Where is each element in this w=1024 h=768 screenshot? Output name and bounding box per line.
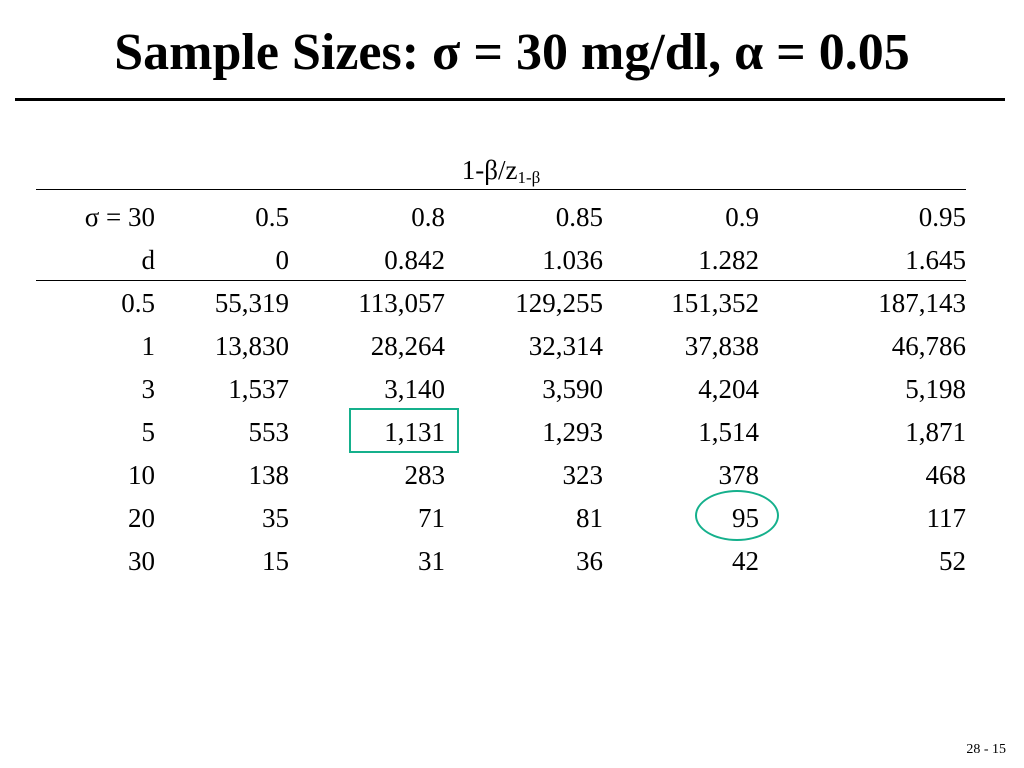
row-label-cell: 0.5 bbox=[121, 288, 155, 318]
table-cell: 117 bbox=[926, 503, 967, 533]
table-cell: 15 bbox=[262, 546, 289, 576]
power-header-main: 1-β/z bbox=[461, 155, 518, 185]
table-cell: 37,838 bbox=[684, 331, 759, 361]
table-header-row: d 0 0.842 1.036 1.282 1.645 bbox=[0, 239, 1024, 281]
table-row: 5 553 1,131 1,293 1,514 1,871 bbox=[0, 411, 1024, 453]
table-cell: 129,255 bbox=[515, 288, 603, 318]
table-cell: 28,264 bbox=[370, 331, 445, 361]
table-header-row: σ = 30 0.5 0.8 0.85 0.9 0.95 bbox=[0, 196, 1024, 238]
table-cell: 55,319 bbox=[214, 288, 289, 318]
table-cell: 138 bbox=[248, 460, 290, 490]
table-cell: 0 bbox=[275, 245, 290, 275]
table-cell: 36 bbox=[576, 546, 603, 576]
table-cell: 35 bbox=[262, 503, 289, 533]
table-cell: 1,537 bbox=[228, 374, 289, 404]
table-cell: 0.85 bbox=[555, 202, 603, 232]
table-cell: 0.9 bbox=[725, 202, 759, 232]
table-cell: 32,314 bbox=[528, 331, 603, 361]
table-cell: 323 bbox=[562, 460, 604, 490]
table-cell: 1.645 bbox=[905, 245, 966, 275]
table-cell: 1,131 bbox=[384, 417, 445, 447]
row-label-cell: d bbox=[141, 245, 156, 275]
table-cell: 3,590 bbox=[542, 374, 603, 404]
row-label-cell: 20 bbox=[128, 503, 155, 533]
table-row: 0.5 55,319 113,057 129,255 151,352 187,143 bbox=[0, 282, 1024, 324]
power-header-subscript: 1-β bbox=[517, 168, 541, 187]
highlight-circle-95 bbox=[695, 490, 779, 541]
row-label-cell: 30 bbox=[128, 546, 155, 576]
table-cell: 1,871 bbox=[905, 417, 966, 447]
row-label-cell: 1 bbox=[141, 331, 156, 361]
table-cell: 113,057 bbox=[358, 288, 445, 318]
table-row: 10 138 283 323 378 468 bbox=[0, 454, 1024, 496]
table-cell: 13,830 bbox=[214, 331, 289, 361]
table-cell: 0.842 bbox=[384, 245, 445, 275]
row-label-cell: 10 bbox=[128, 460, 155, 490]
table-cell: 71 bbox=[418, 503, 445, 533]
table-cell: 81 bbox=[576, 503, 603, 533]
table-cell: 0.5 bbox=[255, 202, 289, 232]
table-cell: 3,140 bbox=[384, 374, 445, 404]
table-cell: 151,352 bbox=[671, 288, 759, 318]
table-cell: 1.036 bbox=[542, 245, 603, 275]
highlight-box-1131 bbox=[349, 408, 459, 453]
table-rule-top bbox=[36, 189, 966, 190]
table-cell: 5,198 bbox=[905, 374, 966, 404]
table-cell: 0.95 bbox=[918, 202, 966, 232]
table-row: 20 35 71 81 95 117 bbox=[0, 497, 1024, 539]
table-row: 30 15 31 36 42 52 bbox=[0, 540, 1024, 582]
table-cell: 1.282 bbox=[698, 245, 759, 275]
slide-title: Sample Sizes: σ = 30 mg/dl, α = 0.05 bbox=[114, 24, 910, 81]
row-label-cell: σ = 30 bbox=[84, 202, 155, 232]
row-label-cell: 3 bbox=[141, 374, 156, 404]
title-underline bbox=[15, 98, 1005, 101]
table-cell: 553 bbox=[248, 417, 290, 447]
power-column-header: 1-β/z1-β bbox=[36, 150, 966, 198]
table-cell: 1,514 bbox=[698, 417, 759, 447]
table-cell: 283 bbox=[404, 460, 446, 490]
table-cell: 31 bbox=[418, 546, 445, 576]
table-rule-header bbox=[36, 280, 966, 281]
table-row: 1 13,830 28,264 32,314 37,838 46,786 bbox=[0, 325, 1024, 367]
table-cell: 52 bbox=[939, 546, 966, 576]
table-cell: 4,204 bbox=[698, 374, 759, 404]
table-cell: 378 bbox=[718, 460, 760, 490]
page-number: 28 - 15 bbox=[966, 742, 1006, 757]
table-cell: 1,293 bbox=[542, 417, 603, 447]
table-cell: 468 bbox=[925, 460, 967, 490]
row-label-cell: 5 bbox=[141, 417, 156, 447]
table-cell: 0.8 bbox=[411, 202, 445, 232]
table-cell: 42 bbox=[732, 546, 759, 576]
table-cell: 46,786 bbox=[891, 331, 966, 361]
table-cell: 187,143 bbox=[878, 288, 966, 318]
table-row: 3 1,537 3,140 3,590 4,204 5,198 bbox=[0, 368, 1024, 410]
